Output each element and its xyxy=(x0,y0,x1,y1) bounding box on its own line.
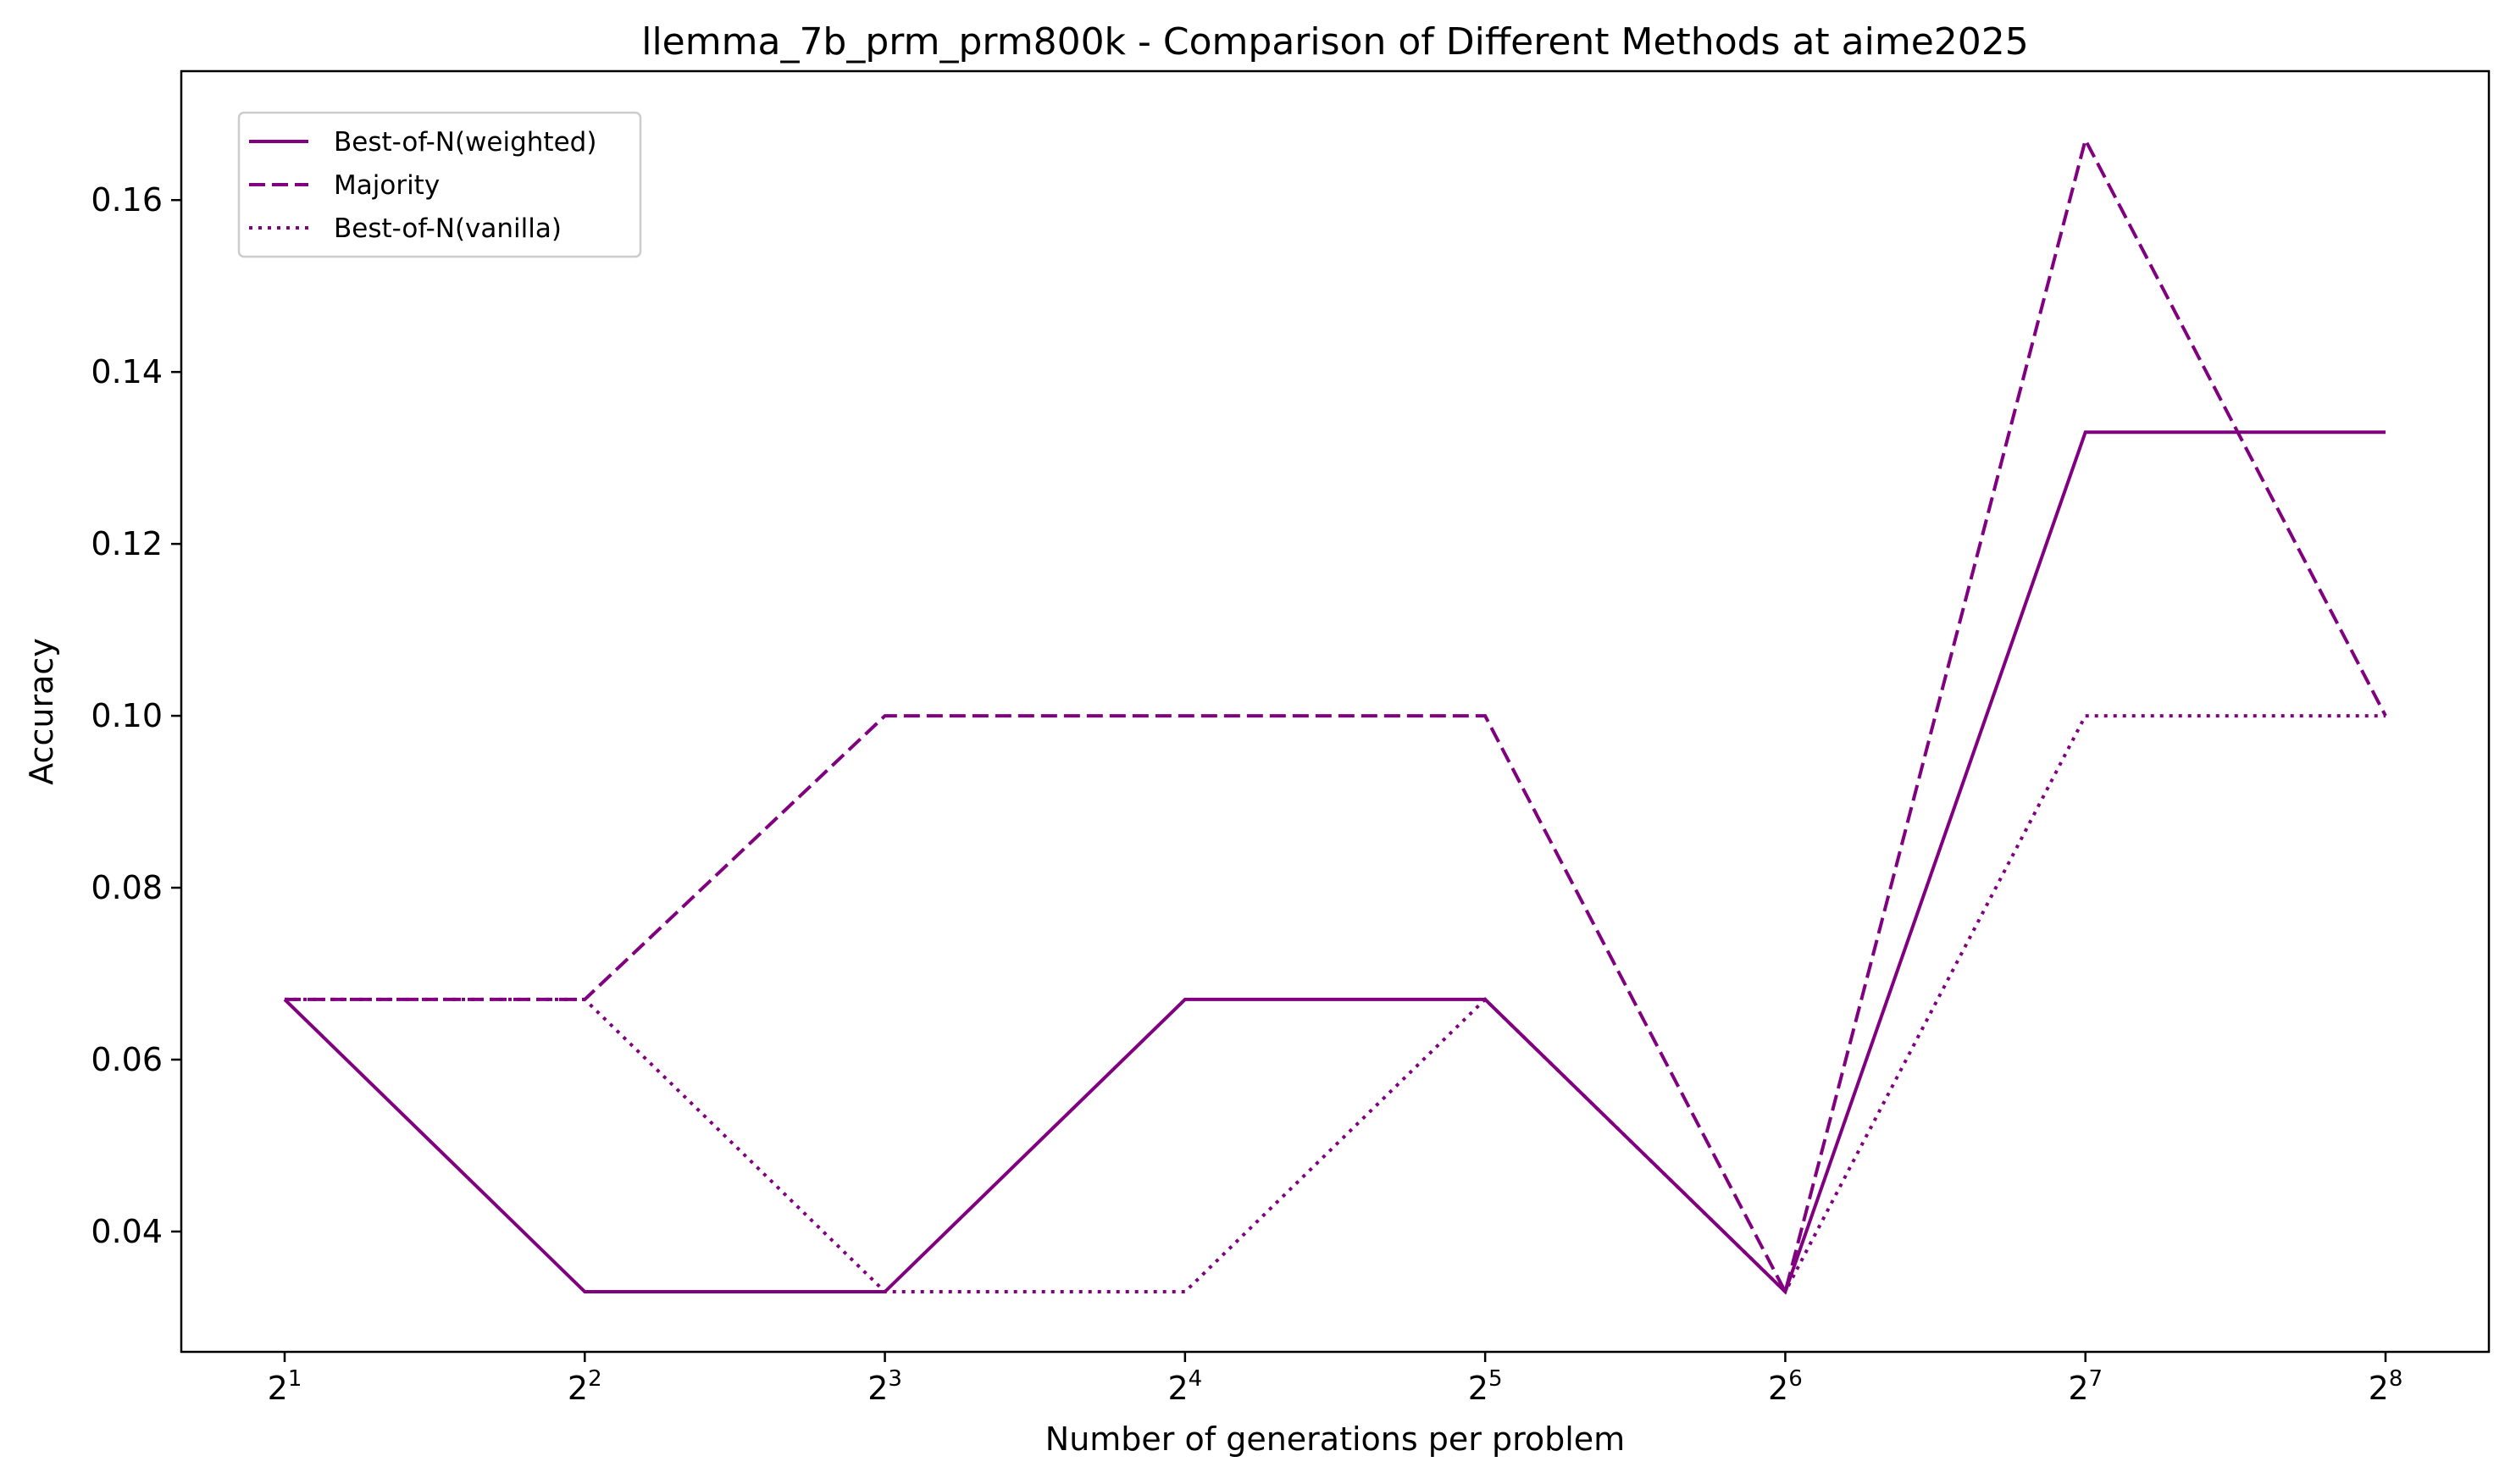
y-tick-label: 0.06 xyxy=(91,1041,163,1078)
x-tick-label: 25 xyxy=(1468,1366,1503,1407)
legend-label: Majority xyxy=(334,170,440,201)
chart-title: llemma_7b_prm_prm800k - Comparison of Di… xyxy=(641,20,2029,64)
x-axis: 21 22 23 24 25 26 27 28 xyxy=(268,1352,2403,1407)
y-tick-label: 0.04 xyxy=(91,1213,163,1250)
series-lines xyxy=(283,135,2387,1297)
x-axis-label: Number of generations per problem xyxy=(1045,1420,1625,1458)
plot-area xyxy=(181,71,2489,1352)
y-tick-label: 0.14 xyxy=(91,353,163,390)
y-tick-label: 0.10 xyxy=(91,697,163,734)
y-axis-label: Accuracy xyxy=(23,638,60,785)
plot-frame xyxy=(180,69,2491,1354)
x-tick-label: 21 xyxy=(268,1366,302,1407)
series-line-0 xyxy=(283,430,2386,1295)
x-tick-label: 22 xyxy=(568,1366,602,1407)
x-tick-label: 23 xyxy=(867,1366,902,1407)
x-tick-label: 28 xyxy=(2369,1366,2403,1407)
x-tick-label: 24 xyxy=(1167,1366,1202,1407)
y-axis: 0.04 0.06 0.08 0.10 0.12 0.14 0.16 xyxy=(91,181,181,1250)
series-line-1 xyxy=(285,135,2387,1297)
y-tick-label: 0.12 xyxy=(91,525,163,562)
legend: Best-of-N(weighted) Majority Best-of-N(van… xyxy=(237,111,642,258)
x-tick-label: 26 xyxy=(1768,1366,1803,1407)
y-tick-label: 0.16 xyxy=(91,181,163,219)
legend-box xyxy=(237,111,642,258)
y-tick-label: 0.08 xyxy=(91,869,163,906)
x-tick-label: 27 xyxy=(2068,1366,2103,1407)
legend-label: Best-of-N(weighted) xyxy=(334,127,596,158)
legend-label: Best-of-N(vanilla) xyxy=(334,213,562,244)
